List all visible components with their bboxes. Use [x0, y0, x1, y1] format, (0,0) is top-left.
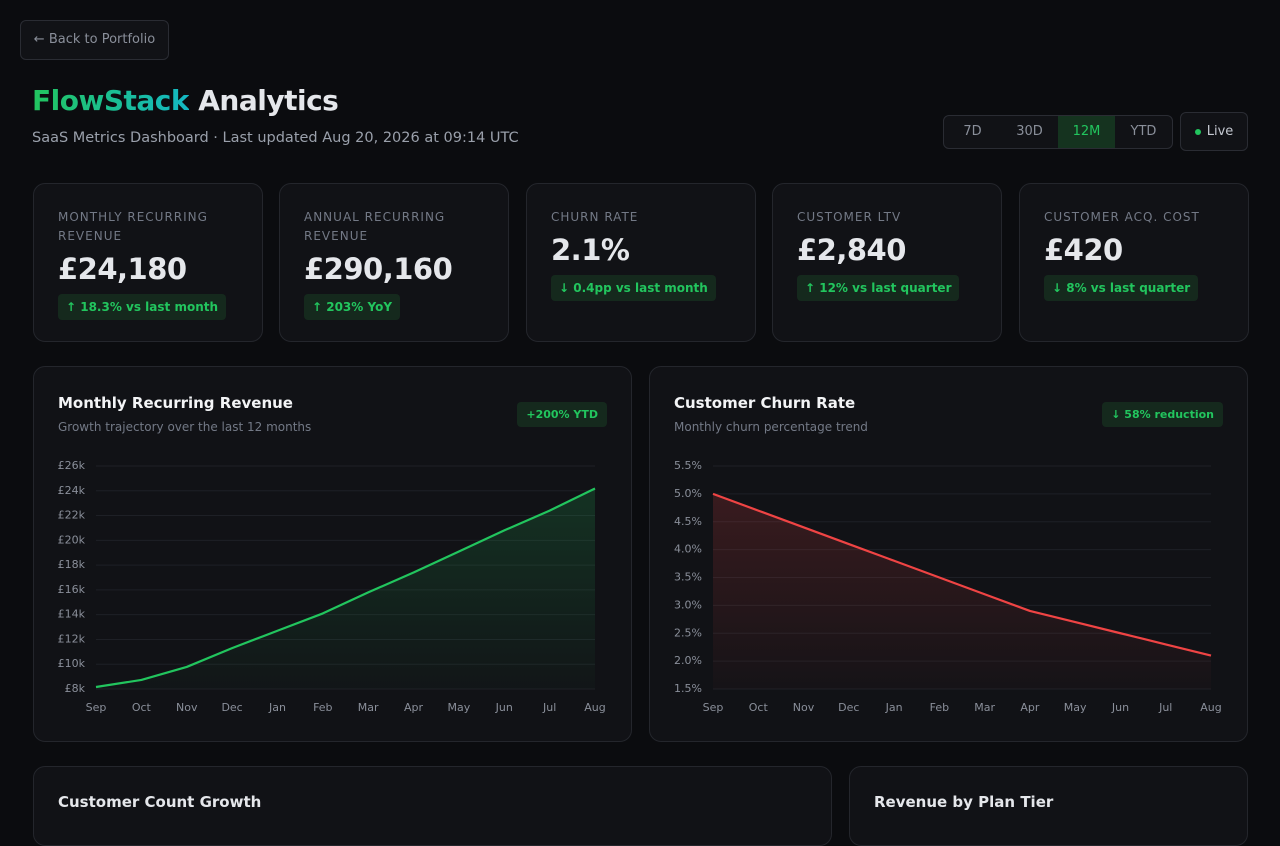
chart-title: Customer Churn Rate [674, 394, 856, 412]
area [713, 493, 1211, 689]
range-button[interactable]: 12M [1058, 116, 1115, 148]
chart: 1.5% 2.0% 2.5% 3.0% 3.5% 4.0% 4.5% 5.0% 5.5% Sep O… [674, 459, 1222, 714]
x-tick-label: Sep [86, 701, 107, 714]
kpi-label: MONTHLY RECURRING REVENUE [58, 210, 208, 243]
x-tick-label: Dec [221, 701, 242, 714]
kpi-change: ↑ 203% YoY [304, 294, 401, 320]
x-tick-label: Apr [404, 701, 424, 714]
range-button[interactable]: YTD [1130, 124, 1157, 139]
kpi-change: ↑ 18.3% vs last month [58, 294, 227, 320]
kpi-label: CHURN RATE [551, 210, 639, 224]
chart: £8k £10k £12k £14k £16k £18k £20k £22k £24k £26k S… [58, 459, 606, 714]
y-tick-label: £16k [58, 583, 86, 596]
line [712, 492, 1212, 657]
kpi-value: £2,840 [797, 233, 906, 267]
kpi-change: ↓ 8% vs last quarter [1044, 275, 1199, 301]
kpi-label: ANNUAL RECURRING REVENUE [304, 210, 446, 243]
back-button[interactable]: ← Back to Portfolio [20, 20, 169, 60]
chart-badge: +200% YTD [517, 402, 607, 427]
live-status: Live [1180, 112, 1248, 151]
chart-subtitle: Growth trajectory over the last 12 month… [58, 420, 312, 434]
range-button[interactable]: 30D [1016, 124, 1043, 139]
y-tick-label: 2.0% [674, 654, 702, 667]
kpi-card: ANNUAL RECURRING REVENUE £290,160 ↑ 203% Y… [279, 183, 509, 342]
y-tick-label: 4.0% [674, 543, 702, 556]
brand: FlowStack [32, 84, 190, 117]
y-tick-label: £22k [58, 509, 86, 522]
x-tick-label: Feb [930, 701, 949, 714]
kpi-card: MONTHLY RECURRING REVENUE £24,180 ↑ 18.3% … [33, 183, 263, 342]
chart-subtitle: Monthly churn percentage trend [674, 420, 868, 434]
x-tick-label: Jan [268, 701, 286, 714]
chart-badge: ↓ 58% reduction [1102, 402, 1223, 427]
x-tick-label: Jun [1111, 701, 1129, 714]
y-tick-label: £26k [58, 459, 86, 472]
kpi-change: ↑ 12% vs last quarter [797, 275, 960, 301]
page-title: FlowStack Analytics [32, 84, 339, 117]
kpi-card: CUSTOMER LTV £2,840 ↑ 12% vs last quarter [772, 183, 1002, 342]
kpi-card: CUSTOMER ACQ. COST £420 ↓ 8% vs last quart… [1019, 183, 1249, 342]
y-tick-label: £8k [65, 682, 86, 695]
range-button[interactable]: 7D [963, 124, 982, 139]
x-tick-label: Feb [313, 701, 332, 714]
y-tick-label: 5.0% [674, 487, 702, 500]
kpi-label: CUSTOMER LTV [797, 210, 902, 224]
y-tick-label: £24k [58, 484, 86, 497]
chart-title: Monthly Recurring Revenue [58, 394, 293, 412]
y-tick-label: 4.5% [674, 515, 702, 528]
x-tick-label: May [1064, 701, 1087, 714]
y-tick-label: 3.0% [674, 598, 702, 611]
x-tick-label: Jan [885, 701, 903, 714]
y-tick-label: 3.5% [674, 571, 702, 584]
kpi-value: 2.1% [551, 233, 630, 267]
live-dot [1194, 128, 1201, 135]
x-tick-label: May [448, 701, 471, 714]
x-tick-label: Jul [1158, 701, 1172, 714]
x-tick-label: Nov [793, 701, 815, 714]
x-tick-label: Oct [749, 701, 769, 714]
chart-card: 1.5% 2.0% 2.5% 3.0% 3.5% 4.0% 4.5% 5.0% 5.5% Sep O… [649, 366, 1248, 742]
x-tick-label: Sep [703, 701, 724, 714]
y-tick-label: £12k [58, 632, 86, 645]
line [95, 487, 596, 689]
x-tick-label: Aug [584, 701, 605, 714]
chart-card: £8k £10k £12k £14k £16k £18k £20k £22k £24k £26k S… [33, 366, 632, 742]
y-tick-label: 2.5% [674, 626, 702, 639]
x-tick-label: Jun [495, 701, 513, 714]
kpi-value: £420 [1044, 233, 1123, 267]
live-label: Live [1206, 124, 1234, 139]
x-tick-label: Jul [542, 701, 556, 714]
title: Analytics [198, 84, 339, 117]
y-tick-label: £18k [58, 558, 86, 571]
x-tick-label: Apr [1020, 701, 1040, 714]
section-card: Revenue by Plan Tier [849, 766, 1248, 846]
x-tick-label: Dec [838, 701, 859, 714]
x-tick-label: Aug [1200, 701, 1221, 714]
section-title: Revenue by Plan Tier [874, 793, 1054, 811]
x-tick-label: Mar [358, 701, 379, 714]
kpi-value: £24,180 [58, 252, 187, 286]
y-tick-label: 5.5% [674, 459, 702, 472]
kpi-value: £290,160 [304, 252, 453, 286]
area [96, 488, 595, 689]
kpi-change: ↓ 0.4pp vs last month [551, 275, 716, 301]
x-tick-label: Oct [132, 701, 152, 714]
kpi-card: CHURN RATE 2.1% ↓ 0.4pp vs last month [526, 183, 756, 342]
y-tick-label: £20k [58, 533, 86, 546]
range-selector: 7D 30D 12M YTD [943, 115, 1173, 149]
page-subtitle: SaaS Metrics Dashboard · Last updated Au… [32, 130, 519, 146]
x-tick-label: Mar [974, 701, 995, 714]
section-title: Customer Count Growth [58, 793, 262, 811]
page: ← Back to Portfolio FlowStack Analytics … [20, 20, 1249, 846]
x-tick-label: Nov [176, 701, 198, 714]
kpi-label: CUSTOMER ACQ. COST [1044, 210, 1200, 224]
y-tick-label: £14k [58, 608, 86, 621]
y-tick-label: 1.5% [674, 682, 702, 695]
y-tick-label: £10k [58, 657, 86, 670]
section-card: Customer Count Growth [33, 766, 832, 846]
